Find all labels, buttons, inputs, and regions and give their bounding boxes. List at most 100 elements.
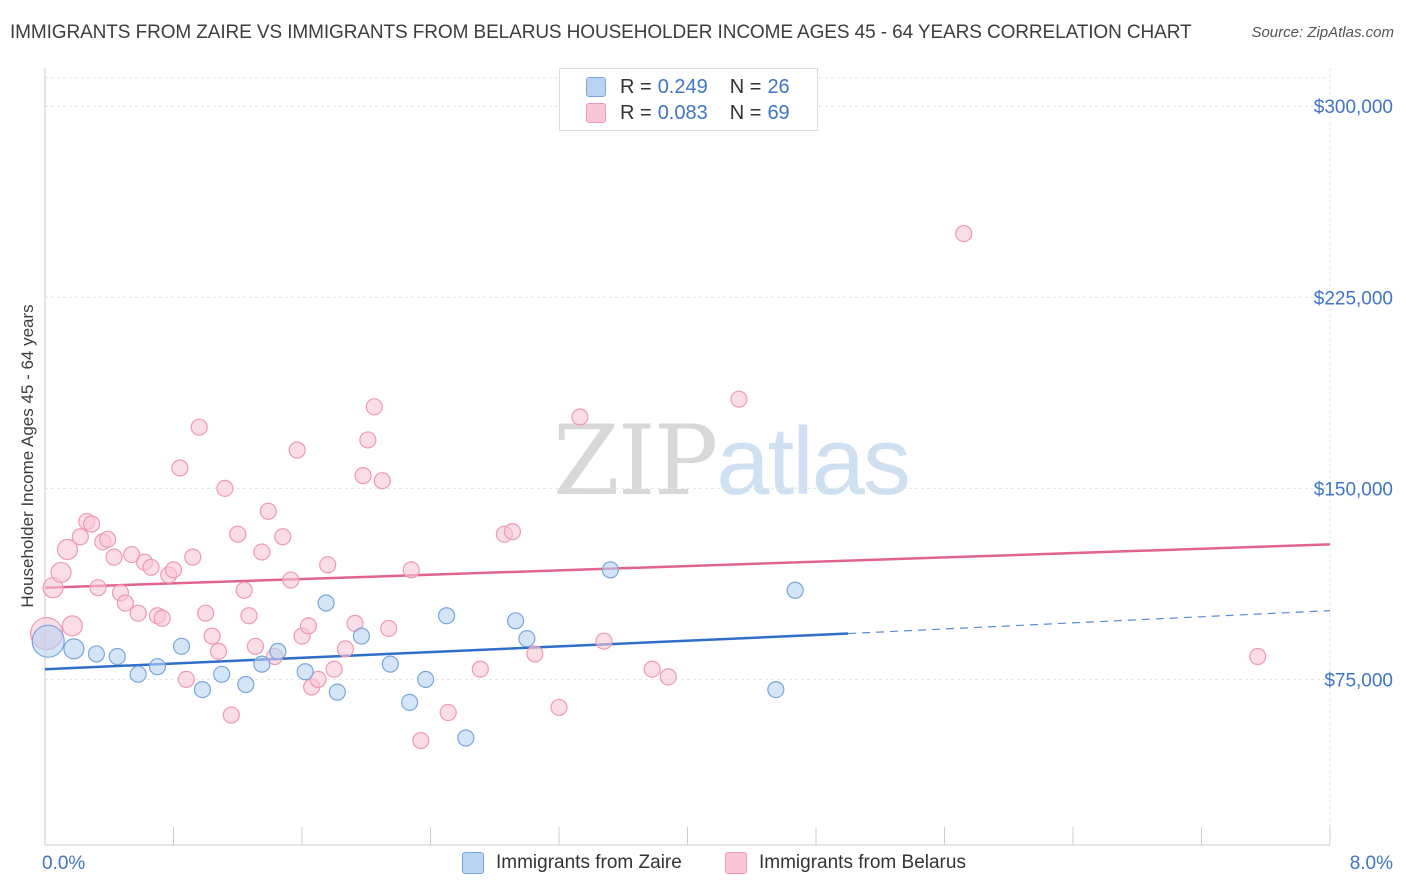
belarus-point: [164, 561, 183, 579]
trend-line-zaire: [44, 632, 849, 671]
belarus-point: [659, 668, 677, 686]
zaire-point: [417, 670, 435, 689]
belarus-point: [380, 619, 398, 638]
gridlines: [45, 68, 1331, 845]
belarus-point: [89, 579, 107, 597]
legend-n-value-zaire: 26: [767, 75, 790, 98]
legend-n-label: N =: [729, 101, 762, 124]
belarus-point: [274, 528, 292, 546]
legend-r-value-zaire: 0.249: [657, 75, 708, 98]
belarus-point: [309, 670, 327, 689]
series-name-zaire: Immigrants from Zaire: [496, 852, 682, 873]
belarus-point: [105, 548, 123, 566]
trend-line-zaire-extension: [848, 610, 1331, 635]
belarus-point: [253, 543, 271, 561]
belarus-point: [730, 390, 748, 408]
belarus-point: [171, 459, 189, 477]
legend-r-value-belarus: 0.083: [657, 101, 708, 124]
belarus-point: [643, 660, 661, 678]
belarus-point: [373, 472, 391, 490]
belarus-point: [439, 703, 457, 722]
zaire-point: [786, 581, 804, 599]
zaire-point: [601, 561, 620, 579]
zaire-point: [129, 665, 147, 683]
belarus-point: [209, 642, 228, 660]
series-legend-belarus: Immigrants from Belarus: [725, 852, 966, 874]
zaire-point: [237, 675, 255, 694]
belarus-point: [216, 479, 234, 497]
zaire-point: [457, 729, 475, 747]
belarus-point: [319, 556, 337, 574]
belarus-point: [503, 523, 522, 541]
belarus-point: [61, 615, 83, 637]
belarus-point: [50, 561, 72, 584]
legend-r-label: R =: [620, 75, 652, 98]
legend-r-label: R =: [620, 101, 652, 124]
belarus-point: [336, 640, 354, 658]
x-tick-label-max: 8.0%: [1350, 853, 1393, 874]
belarus-point: [177, 670, 195, 689]
legend-n-value-belarus: 69: [767, 101, 790, 124]
series-legend-zaire: Immigrants from Zaire: [462, 852, 682, 874]
tick-labels: $75,000 $150,000 $225,000 $300,000 0.0% 8.0%: [42, 97, 1393, 874]
belarus-point: [288, 441, 306, 459]
zaire-point: [767, 680, 785, 699]
zaire-point: [193, 680, 212, 699]
belarus-point: [197, 604, 215, 622]
belarus-point: [99, 530, 117, 548]
y-tick-label: $150,000: [1314, 479, 1393, 500]
trend-lines: [44, 543, 1331, 671]
belarus-point: [402, 561, 420, 579]
zaire-point: [381, 655, 399, 673]
belarus-point: [571, 408, 589, 426]
belarus-point: [56, 538, 79, 561]
zaire-point: [317, 594, 335, 612]
zaire-point: [401, 693, 419, 711]
watermark-atlas: atlas: [716, 408, 911, 515]
zaire-point: [213, 665, 231, 683]
belarus-point: [595, 632, 613, 650]
series-swatch-belarus: [725, 852, 747, 874]
data-points: [30, 224, 1267, 750]
chart-title: IMMIGRANTS FROM ZAIRE VS IMMIGRANTS FROM…: [10, 22, 1192, 43]
belarus-point: [129, 604, 147, 622]
correlation-legend: R = 0.249 N = 26 R = 0.083 N = 69: [559, 68, 818, 131]
belarus-point: [116, 594, 134, 612]
belarus-point: [259, 502, 277, 520]
belarus-point: [325, 660, 343, 678]
belarus-point: [412, 731, 430, 750]
belarus-point: [82, 515, 101, 533]
belarus-point: [222, 706, 240, 724]
belarus-point: [123, 545, 141, 564]
zaire-point: [518, 630, 536, 648]
legend-swatch-zaire: [586, 77, 606, 97]
zaire-point: [148, 658, 167, 676]
belarus-point: [526, 645, 544, 663]
legend-row-belarus: R = 0.083 N = 69: [586, 100, 790, 126]
y-tick-label: $225,000: [1314, 288, 1393, 309]
belarus-point: [184, 548, 202, 566]
zaire-point: [437, 607, 456, 625]
belarus-point: [153, 609, 171, 627]
watermark: ZIPatlas: [553, 405, 911, 517]
zaire-point: [172, 637, 191, 655]
series-name-belarus: Immigrants from Belarus: [759, 852, 966, 873]
belarus-point: [246, 637, 265, 655]
belarus-point: [955, 224, 973, 243]
belarus-point: [240, 607, 258, 625]
zaire-point: [296, 663, 314, 681]
source-credit: Source: ZipAtlas.com: [1251, 24, 1394, 41]
zaire-point: [328, 683, 346, 701]
belarus-point: [282, 571, 300, 589]
zaire-point: [63, 638, 85, 660]
y-axis-label: Householder Income Ages 45 - 64 years: [18, 304, 37, 608]
trend-line-belarus: [44, 543, 1331, 589]
series-swatch-zaire: [462, 852, 484, 874]
zaire-point: [352, 627, 371, 645]
y-tick-label: $300,000: [1314, 97, 1393, 118]
belarus-point: [1249, 647, 1267, 666]
zaire-point: [31, 624, 65, 658]
belarus-point: [190, 418, 208, 436]
belarus-point: [354, 467, 372, 485]
belarus-point: [71, 528, 89, 546]
